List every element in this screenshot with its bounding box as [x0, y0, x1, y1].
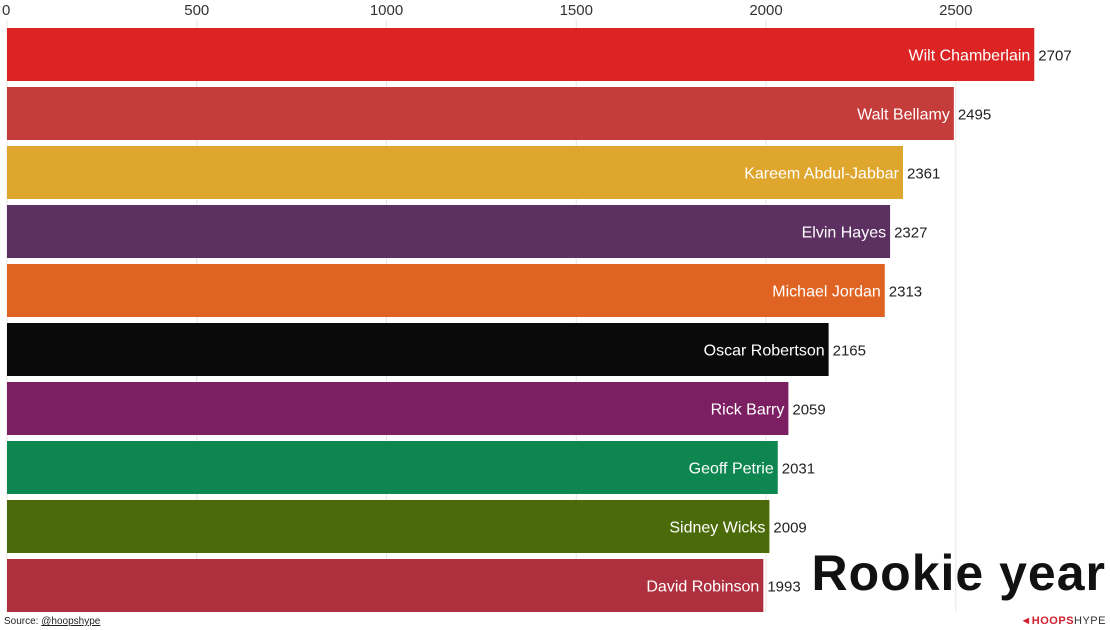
- brand-arrow-icon: ◄: [1020, 615, 1032, 627]
- bar-elvin-hayes: [7, 205, 891, 258]
- bar-david-robinson: [7, 559, 764, 612]
- value-label-walt-bellamy: 2495: [958, 107, 991, 124]
- value-label-wilt-chamberlain: 2707: [1038, 48, 1071, 65]
- value-label-michael-jordan: 2313: [889, 284, 922, 301]
- value-label-sidney-wicks: 2009: [773, 520, 806, 537]
- bars: Wilt Chamberlain 2707 Walt Bellamy 2495 Kare…: [7, 28, 1072, 612]
- bar-label-elvin-hayes: Elvin Hayes: [802, 225, 886, 242]
- bar-sidney-wicks: [7, 500, 770, 553]
- bar-label-oscar-robertson: Oscar Robertson: [704, 343, 825, 360]
- bar-oscar-robertson: [7, 323, 829, 376]
- bar-label-rick-barry: Rick Barry: [711, 402, 785, 419]
- x-tick-label-500: 500: [184, 2, 209, 19]
- brand-hype-text: HYPE: [1074, 615, 1106, 627]
- source-handle-link[interactable]: @hoopshype: [41, 616, 101, 627]
- bar-michael-jordan: [7, 264, 885, 317]
- x-tick-label-1500: 1500: [560, 2, 593, 19]
- brand-hoops-text: HOOPS: [1031, 615, 1075, 627]
- source-credit: Source: @hoopshype: [4, 616, 100, 627]
- bar-label-walt-bellamy: Walt Bellamy: [857, 107, 950, 124]
- x-tick-label-0: 0: [2, 2, 10, 19]
- value-label-david-robinson: 1993: [767, 579, 800, 596]
- value-label-elvin-hayes: 2327: [894, 225, 927, 242]
- bar-walt-bellamy: [7, 87, 954, 140]
- value-label-geoff-petrie: 2031: [782, 461, 815, 478]
- bar-geoff-petrie: [7, 441, 778, 494]
- bar-label-sidney-wicks: Sidney Wicks: [669, 520, 765, 537]
- bar-label-david-robinson: David Robinson: [646, 579, 759, 596]
- x-axis-ticks: 0 500 1000 1500 2000 2500: [2, 2, 972, 19]
- value-label-rick-barry: 2059: [792, 402, 825, 419]
- bar-wilt-chamberlain: [7, 28, 1035, 81]
- x-tick-label-2000: 2000: [749, 2, 782, 19]
- value-label-oscar-robertson: 2165: [833, 343, 866, 360]
- chart-title: Rookie year: [811, 545, 1106, 601]
- x-tick-label-1000: 1000: [370, 2, 403, 19]
- value-label-kareem-abdul-jabbar: 2361: [907, 166, 940, 183]
- bar-label-kareem-abdul-jabbar: Kareem Abdul-Jabbar: [744, 166, 899, 183]
- bar-label-michael-jordan: Michael Jordan: [772, 284, 881, 301]
- bar-kareem-abdul-jabbar: [7, 146, 903, 199]
- hoopshype-logo: ◄HOOPSHYPE: [1020, 615, 1106, 627]
- bar-label-wilt-chamberlain: Wilt Chamberlain: [908, 48, 1030, 65]
- bar-rick-barry: [7, 382, 789, 435]
- bar-label-geoff-petrie: Geoff Petrie: [689, 461, 774, 478]
- source-prefix: Source:: [4, 616, 42, 627]
- x-tick-label-2500: 2500: [939, 2, 972, 19]
